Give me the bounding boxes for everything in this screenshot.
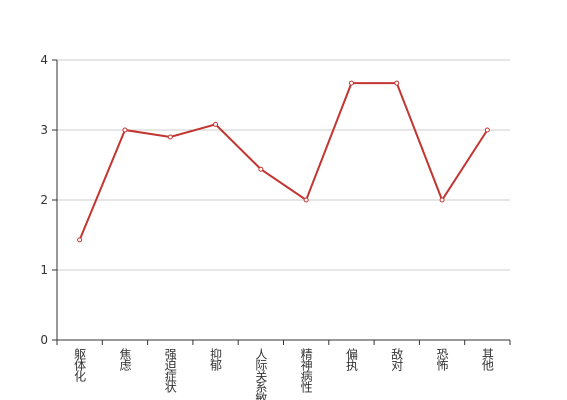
point	[303, 197, 309, 203]
point	[213, 121, 219, 127]
x-tick-label: 人际关系敏感	[254, 348, 268, 400]
y-tick-label: 3	[40, 123, 48, 137]
y-tick-label: 1	[40, 263, 48, 277]
point	[439, 197, 445, 203]
x-tick-label: 躯体化	[73, 347, 87, 383]
point	[258, 166, 264, 172]
x-tick-label: 精神病性	[299, 348, 313, 394]
x-tick-label: 敌对	[390, 347, 404, 371]
x-tick-label: 偏执	[344, 347, 358, 372]
y-tick-label: 4	[40, 53, 48, 67]
x-tick-label: 强迫症状	[163, 348, 177, 393]
point	[167, 134, 173, 140]
point	[484, 127, 490, 133]
y-tick-label: 0	[40, 333, 48, 347]
point	[122, 127, 128, 133]
point	[348, 80, 354, 86]
x-tick-label: 其他	[480, 348, 494, 371]
x-tick-label: 恐怖	[435, 348, 449, 371]
x-tick-label: 抑郁	[209, 347, 223, 372]
point	[394, 80, 400, 86]
x-tick-label: 焦虑	[118, 348, 132, 371]
line	[78, 82, 489, 241]
point	[77, 237, 83, 243]
y-tick-label: 2	[40, 193, 48, 207]
